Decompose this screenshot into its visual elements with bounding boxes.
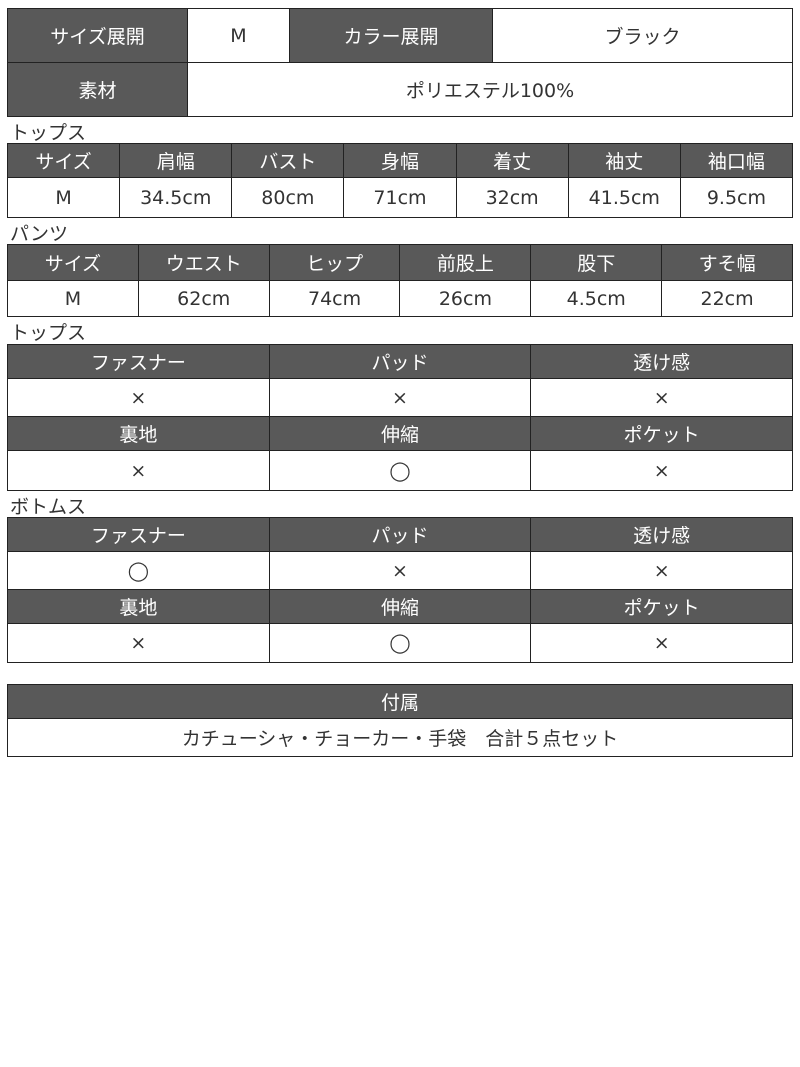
table-cell: ◯ bbox=[268, 450, 532, 491]
tops-size-section-label: トップス bbox=[10, 122, 87, 144]
bottoms-features-table: ファスナー パッド 透け感 ◯ × × 裏地 伸縮 ポケット × ◯ × bbox=[7, 517, 793, 663]
table-cell: × bbox=[268, 551, 532, 590]
column-header: 袖丈 bbox=[567, 143, 681, 178]
size-value: M bbox=[187, 8, 290, 63]
bottoms-features-section-label: ボトムス bbox=[10, 496, 87, 518]
pants-size-section-label: パンツ bbox=[10, 223, 68, 245]
table-cell: ◯ bbox=[7, 551, 270, 590]
material-value: ポリエステル100% bbox=[187, 62, 793, 117]
table-cell: × bbox=[530, 623, 793, 663]
column-header: ヒップ bbox=[268, 244, 401, 281]
tops-size-table: サイズ 肩幅 バスト 身幅 着丈 袖丈 袖口幅 M 34.5cm 80cm 71cm 32cm 41.… bbox=[6, 143, 794, 218]
table-cell: 74cm bbox=[268, 280, 401, 317]
column-header: 裏地 bbox=[7, 416, 270, 451]
accessories-header: 付属 bbox=[7, 684, 793, 719]
pants-size-table: サイズ ウエスト ヒップ 前股上 股下 すそ幅 M 62cm 74cm 26cm 4.5cm 22c… bbox=[7, 244, 793, 317]
column-header: 透け感 bbox=[530, 344, 793, 379]
table-cell: 34.5cm bbox=[119, 177, 233, 218]
tops-features-section-label: トップス bbox=[10, 322, 87, 344]
table-cell: 80cm bbox=[231, 177, 345, 218]
column-header: 股下 bbox=[530, 244, 663, 281]
table-cell: × bbox=[530, 551, 793, 590]
accessories-table: 付属 カチューシャ・チョーカー・手袋 合計５点セット bbox=[7, 684, 793, 757]
table-cell: 62cm bbox=[137, 280, 270, 317]
table-cell: 22cm bbox=[661, 280, 793, 317]
column-header: 裏地 bbox=[7, 589, 270, 624]
accessories-value: カチューシャ・チョーカー・手袋 合計５点セット bbox=[7, 718, 793, 757]
column-header: 着丈 bbox=[455, 143, 569, 178]
column-header: 透け感 bbox=[530, 517, 793, 552]
material-label: 素材 bbox=[7, 62, 188, 117]
table-cell: × bbox=[7, 378, 270, 417]
table-cell: 26cm bbox=[399, 280, 532, 317]
column-header: ウエスト bbox=[137, 244, 270, 281]
table-cell: 32cm bbox=[455, 177, 569, 218]
column-header: 伸縮 bbox=[268, 589, 532, 624]
color-label: カラー展開 bbox=[289, 8, 493, 63]
column-header: 肩幅 bbox=[119, 143, 233, 178]
table-cell: × bbox=[530, 450, 793, 491]
column-header: ポケット bbox=[530, 416, 793, 451]
table-cell: × bbox=[268, 378, 532, 417]
column-header: ファスナー bbox=[7, 517, 270, 552]
column-header: サイズ bbox=[7, 244, 139, 281]
column-header: パッド bbox=[268, 517, 532, 552]
column-header: サイズ bbox=[6, 143, 121, 178]
column-header: すそ幅 bbox=[661, 244, 793, 281]
column-header: ポケット bbox=[530, 589, 793, 624]
color-value: ブラック bbox=[492, 8, 793, 63]
table-cell: ◯ bbox=[268, 623, 532, 663]
table-cell: 4.5cm bbox=[530, 280, 663, 317]
column-header: 袖口幅 bbox=[679, 143, 794, 178]
column-header: 伸縮 bbox=[268, 416, 532, 451]
table-cell: M bbox=[6, 177, 121, 218]
table-cell: 71cm bbox=[343, 177, 457, 218]
table-cell: × bbox=[7, 450, 270, 491]
table-cell: 9.5cm bbox=[679, 177, 794, 218]
column-header: 前股上 bbox=[399, 244, 532, 281]
column-header: ファスナー bbox=[7, 344, 270, 379]
column-header: パッド bbox=[268, 344, 532, 379]
column-header: 身幅 bbox=[343, 143, 457, 178]
summary-table: サイズ展開 M カラー展開 ブラック 素材 ポリエステル100% bbox=[7, 8, 793, 117]
size-label: サイズ展開 bbox=[7, 8, 188, 63]
tops-features-table: ファスナー パッド 透け感 × × × 裏地 伸縮 ポケット × ◯ × bbox=[7, 344, 793, 491]
table-cell: × bbox=[530, 378, 793, 417]
column-header: バスト bbox=[231, 143, 345, 178]
table-cell: M bbox=[7, 280, 139, 317]
table-cell: 41.5cm bbox=[567, 177, 681, 218]
table-cell: × bbox=[7, 623, 270, 663]
